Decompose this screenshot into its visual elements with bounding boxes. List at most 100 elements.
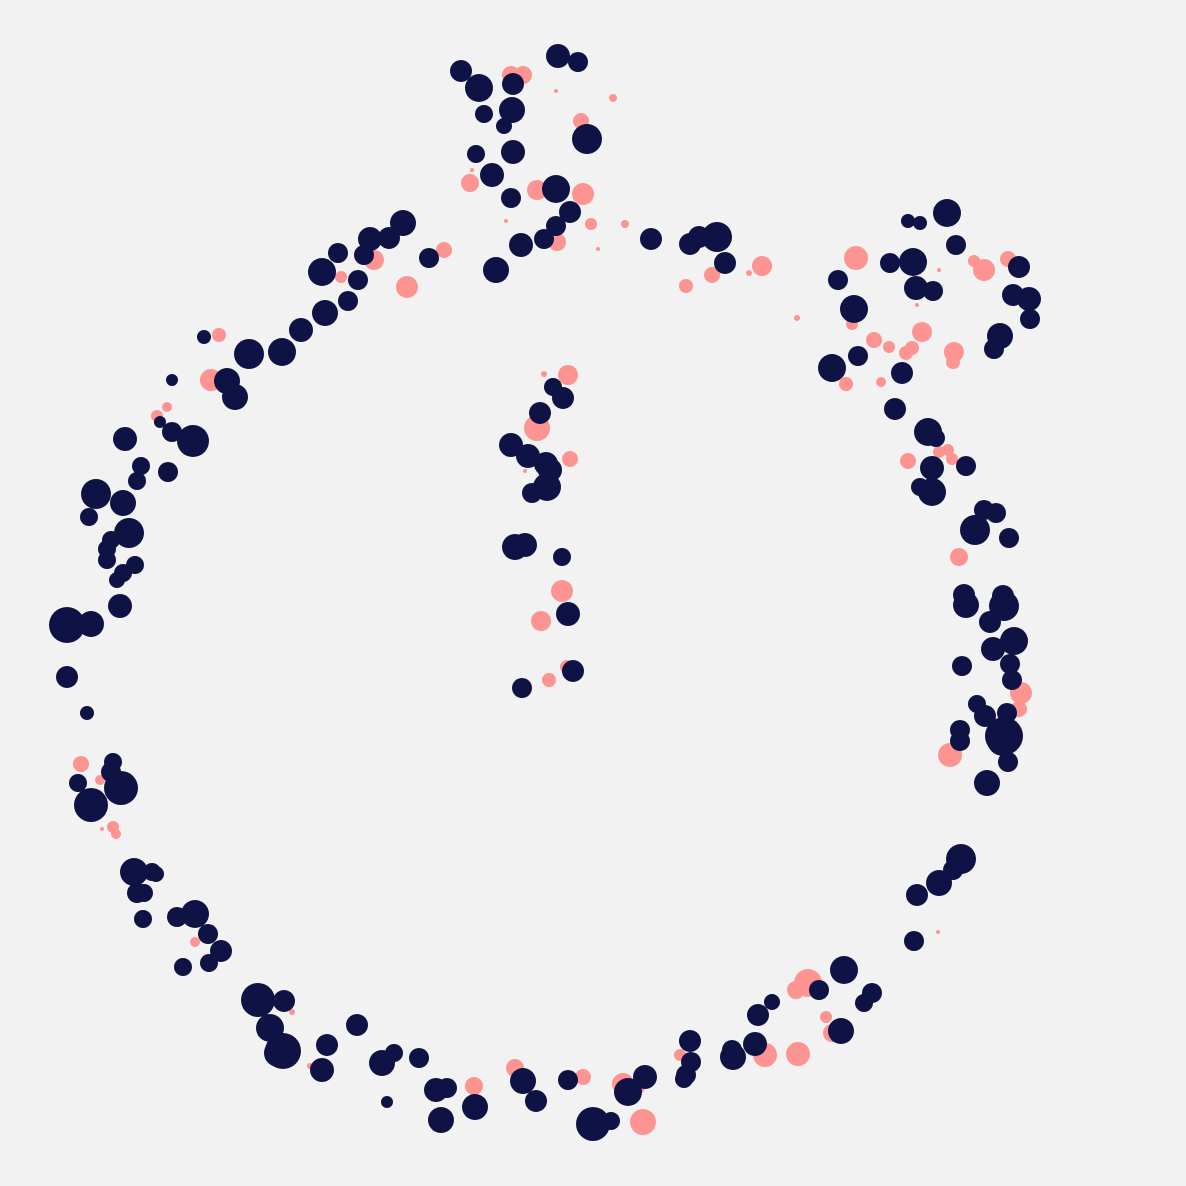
accent-dot — [572, 183, 594, 205]
primary-dot — [614, 1078, 642, 1106]
primary-dot — [679, 1030, 701, 1052]
primary-dot — [558, 1070, 578, 1090]
primary-dot — [512, 678, 532, 698]
primary-dot — [419, 248, 439, 268]
accent-dot — [575, 1069, 591, 1085]
primary-dot — [840, 295, 868, 323]
primary-dot — [911, 478, 929, 496]
primary-dot — [289, 318, 313, 342]
primary-dot — [899, 248, 927, 276]
primary-dot — [828, 1018, 854, 1044]
primary-dots-layer — [49, 44, 1041, 1141]
primary-dot — [166, 374, 178, 386]
primary-dot — [633, 1065, 657, 1089]
primary-dot — [114, 518, 144, 548]
primary-dot — [1008, 256, 1030, 278]
primary-dot — [904, 931, 924, 951]
primary-dot — [81, 479, 111, 509]
primary-dot — [933, 199, 961, 227]
accent-dot — [950, 548, 968, 566]
primary-dot — [828, 270, 848, 290]
accent-dot — [396, 276, 418, 298]
accent-dot — [942, 444, 954, 456]
primary-dot — [134, 910, 152, 928]
primary-dot — [312, 300, 338, 326]
accent-dot — [883, 341, 895, 353]
primary-dot — [1020, 309, 1040, 329]
primary-dot — [197, 330, 211, 344]
primary-dot — [316, 1034, 338, 1056]
accent-dot — [946, 355, 960, 369]
primary-dot — [148, 866, 164, 882]
primary-dot — [499, 97, 525, 123]
accent-dot — [933, 446, 945, 458]
primary-dot — [510, 1068, 536, 1094]
accent-dot — [621, 220, 629, 228]
accent-dot — [936, 930, 940, 934]
primary-dot — [943, 860, 963, 880]
primary-dot — [714, 252, 736, 274]
primary-dot — [968, 695, 986, 713]
accent-dot — [335, 271, 347, 283]
primary-dot — [984, 339, 1004, 359]
primary-dot — [542, 175, 570, 203]
primary-dot — [181, 900, 209, 928]
primary-dot — [109, 572, 125, 588]
primary-dot — [502, 73, 524, 95]
primary-dot — [974, 500, 994, 520]
primary-dot — [1017, 287, 1041, 311]
primary-dot — [913, 216, 927, 230]
primary-dot — [848, 346, 868, 366]
primary-dot — [818, 354, 846, 382]
accent-dots-layer — [73, 66, 1032, 1135]
primary-dot — [128, 472, 146, 490]
primary-dot — [562, 660, 584, 682]
primary-dot — [923, 281, 943, 301]
primary-dot — [98, 551, 116, 569]
primary-dot — [502, 534, 528, 560]
accent-dot — [436, 242, 452, 258]
primary-dot — [516, 444, 540, 468]
primary-dot — [946, 235, 966, 255]
primary-dot — [987, 724, 1019, 756]
accent-dot — [915, 303, 919, 307]
primary-dot — [241, 983, 275, 1017]
primary-dot — [74, 788, 108, 822]
primary-dot — [450, 60, 472, 82]
primary-dot — [437, 1078, 457, 1098]
primary-dot — [69, 774, 87, 792]
accent-dot — [73, 756, 89, 772]
accent-dot — [937, 268, 941, 272]
primary-dot — [862, 983, 882, 1003]
primary-dot — [113, 427, 137, 451]
primary-dot — [952, 656, 972, 676]
accent-dot — [704, 267, 720, 283]
primary-dot — [880, 253, 900, 273]
primary-dot — [135, 884, 153, 902]
primary-dot — [475, 105, 493, 123]
primary-dot — [522, 483, 542, 503]
primary-dot — [602, 1112, 620, 1130]
primary-dot — [80, 706, 94, 720]
primary-dot — [210, 940, 232, 962]
accent-dot — [900, 453, 916, 469]
primary-dot — [162, 422, 182, 442]
accent-dot — [558, 365, 578, 385]
accent-dot — [946, 453, 958, 465]
primary-dot — [80, 508, 98, 526]
accent-dot — [787, 981, 805, 999]
primary-dot — [884, 398, 906, 420]
accent-dot — [973, 259, 995, 281]
primary-dot — [174, 958, 192, 976]
primary-dot — [568, 52, 588, 72]
primary-dot — [576, 1107, 610, 1141]
primary-dot — [764, 994, 780, 1010]
primary-dot — [953, 584, 975, 606]
primary-dot — [546, 216, 566, 236]
primary-dot — [722, 1040, 742, 1060]
primary-dot — [234, 339, 264, 369]
accent-dot — [470, 168, 474, 172]
primary-dot — [950, 720, 970, 740]
primary-dot — [992, 585, 1014, 607]
